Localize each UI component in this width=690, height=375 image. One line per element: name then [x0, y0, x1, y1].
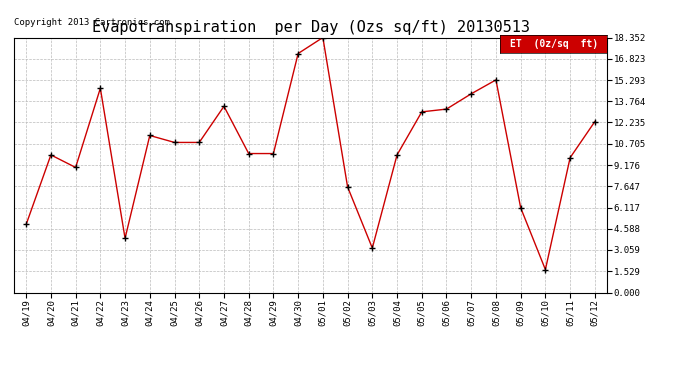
Title: Evapotranspiration  per Day (Ozs sq/ft) 20130513: Evapotranspiration per Day (Ozs sq/ft) 2…	[92, 20, 529, 35]
Text: Copyright 2013 Cartronics.com: Copyright 2013 Cartronics.com	[14, 18, 170, 27]
